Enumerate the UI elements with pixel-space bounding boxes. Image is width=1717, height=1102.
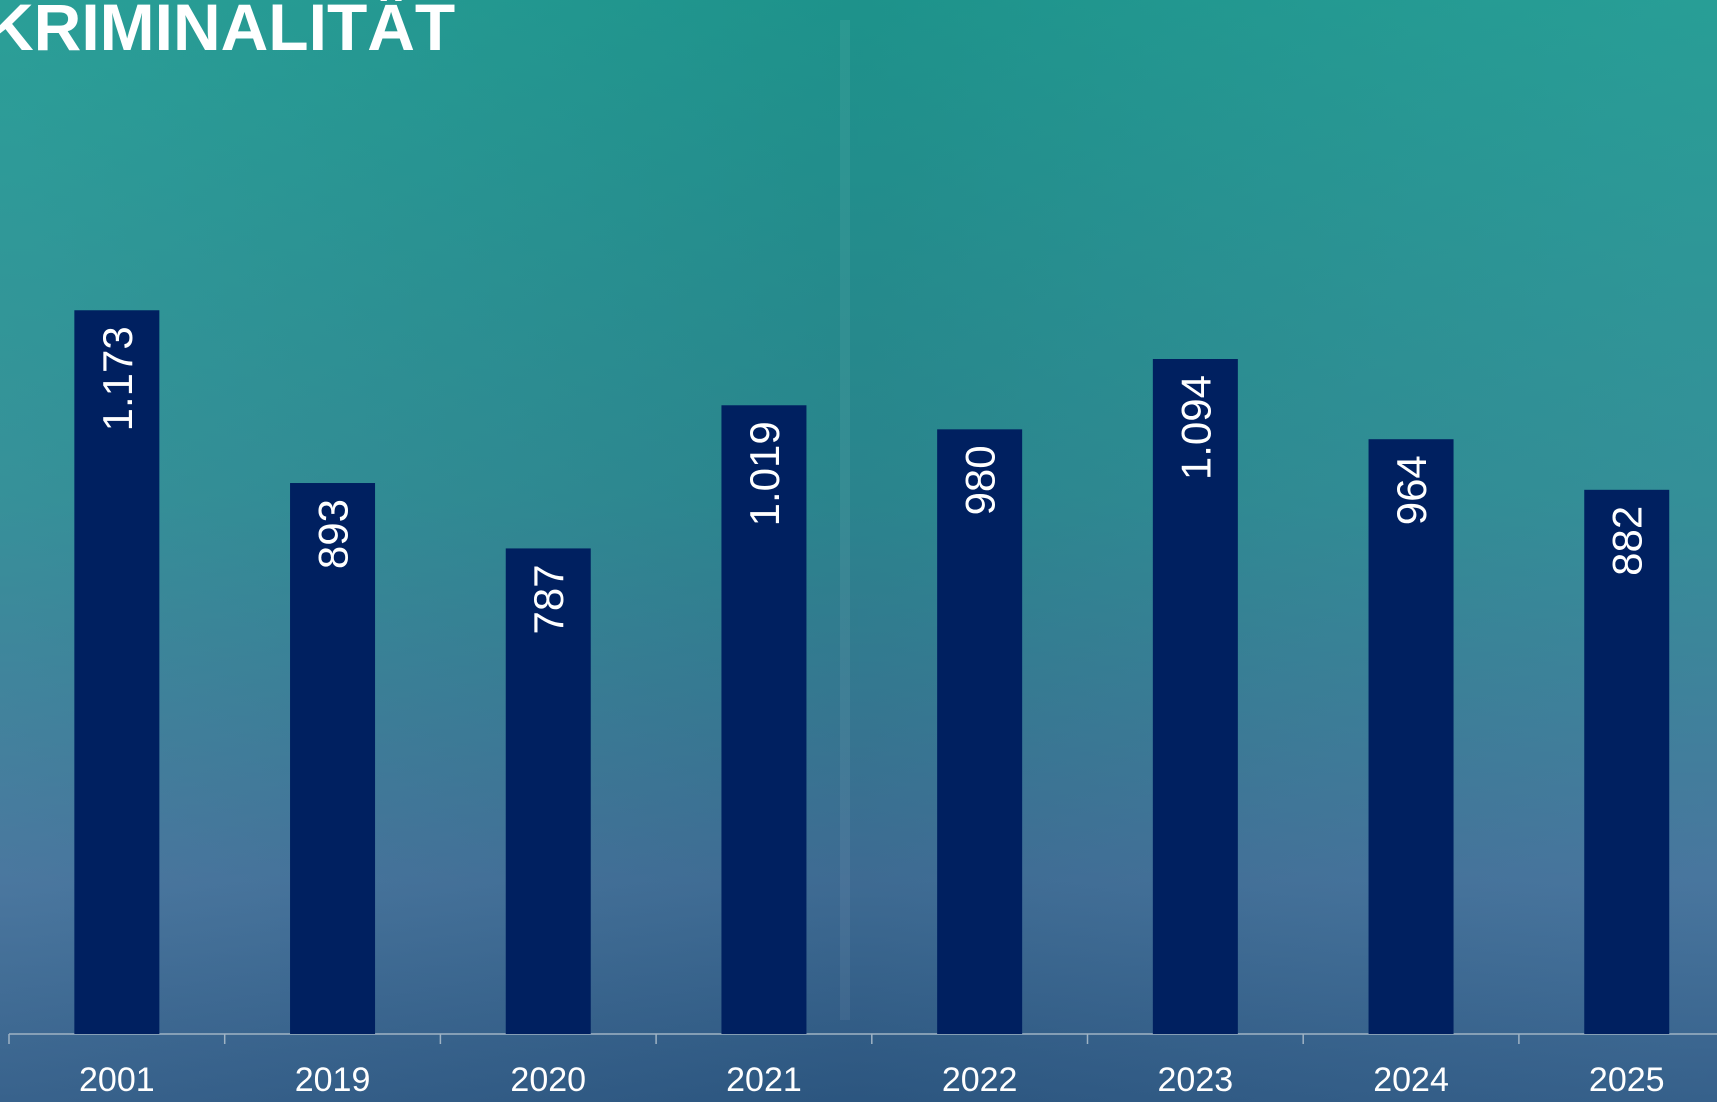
value-label: 964 [1388,455,1435,525]
value-label: 882 [1604,506,1651,576]
bar [1368,439,1454,1034]
bar [937,429,1023,1035]
value-label: 1.094 [1172,375,1219,480]
bar [721,405,807,1035]
x-tick-label: 2019 [295,1061,371,1099]
chart-title: KRIMINALITÄT [0,0,455,64]
value-label: 1.019 [741,421,788,526]
bar [1584,489,1670,1034]
x-tick-label: 2023 [1158,1061,1234,1099]
value-label: 893 [310,499,357,569]
bar [1152,359,1238,1034]
value-label: 980 [957,445,1004,515]
bar [290,483,376,1034]
value-label: 1.173 [94,326,141,431]
x-tick-label: 2020 [510,1061,586,1099]
x-tick-label: 2024 [1373,1061,1449,1099]
x-tick-label: 2022 [942,1061,1018,1099]
x-tick-label: 2001 [79,1061,155,1099]
x-tick-label: 2025 [1589,1061,1665,1099]
x-tick-label: 2021 [726,1061,802,1099]
bar [74,310,160,1034]
photo-divider [840,20,850,1020]
bar [505,548,591,1034]
value-label: 787 [525,564,572,634]
